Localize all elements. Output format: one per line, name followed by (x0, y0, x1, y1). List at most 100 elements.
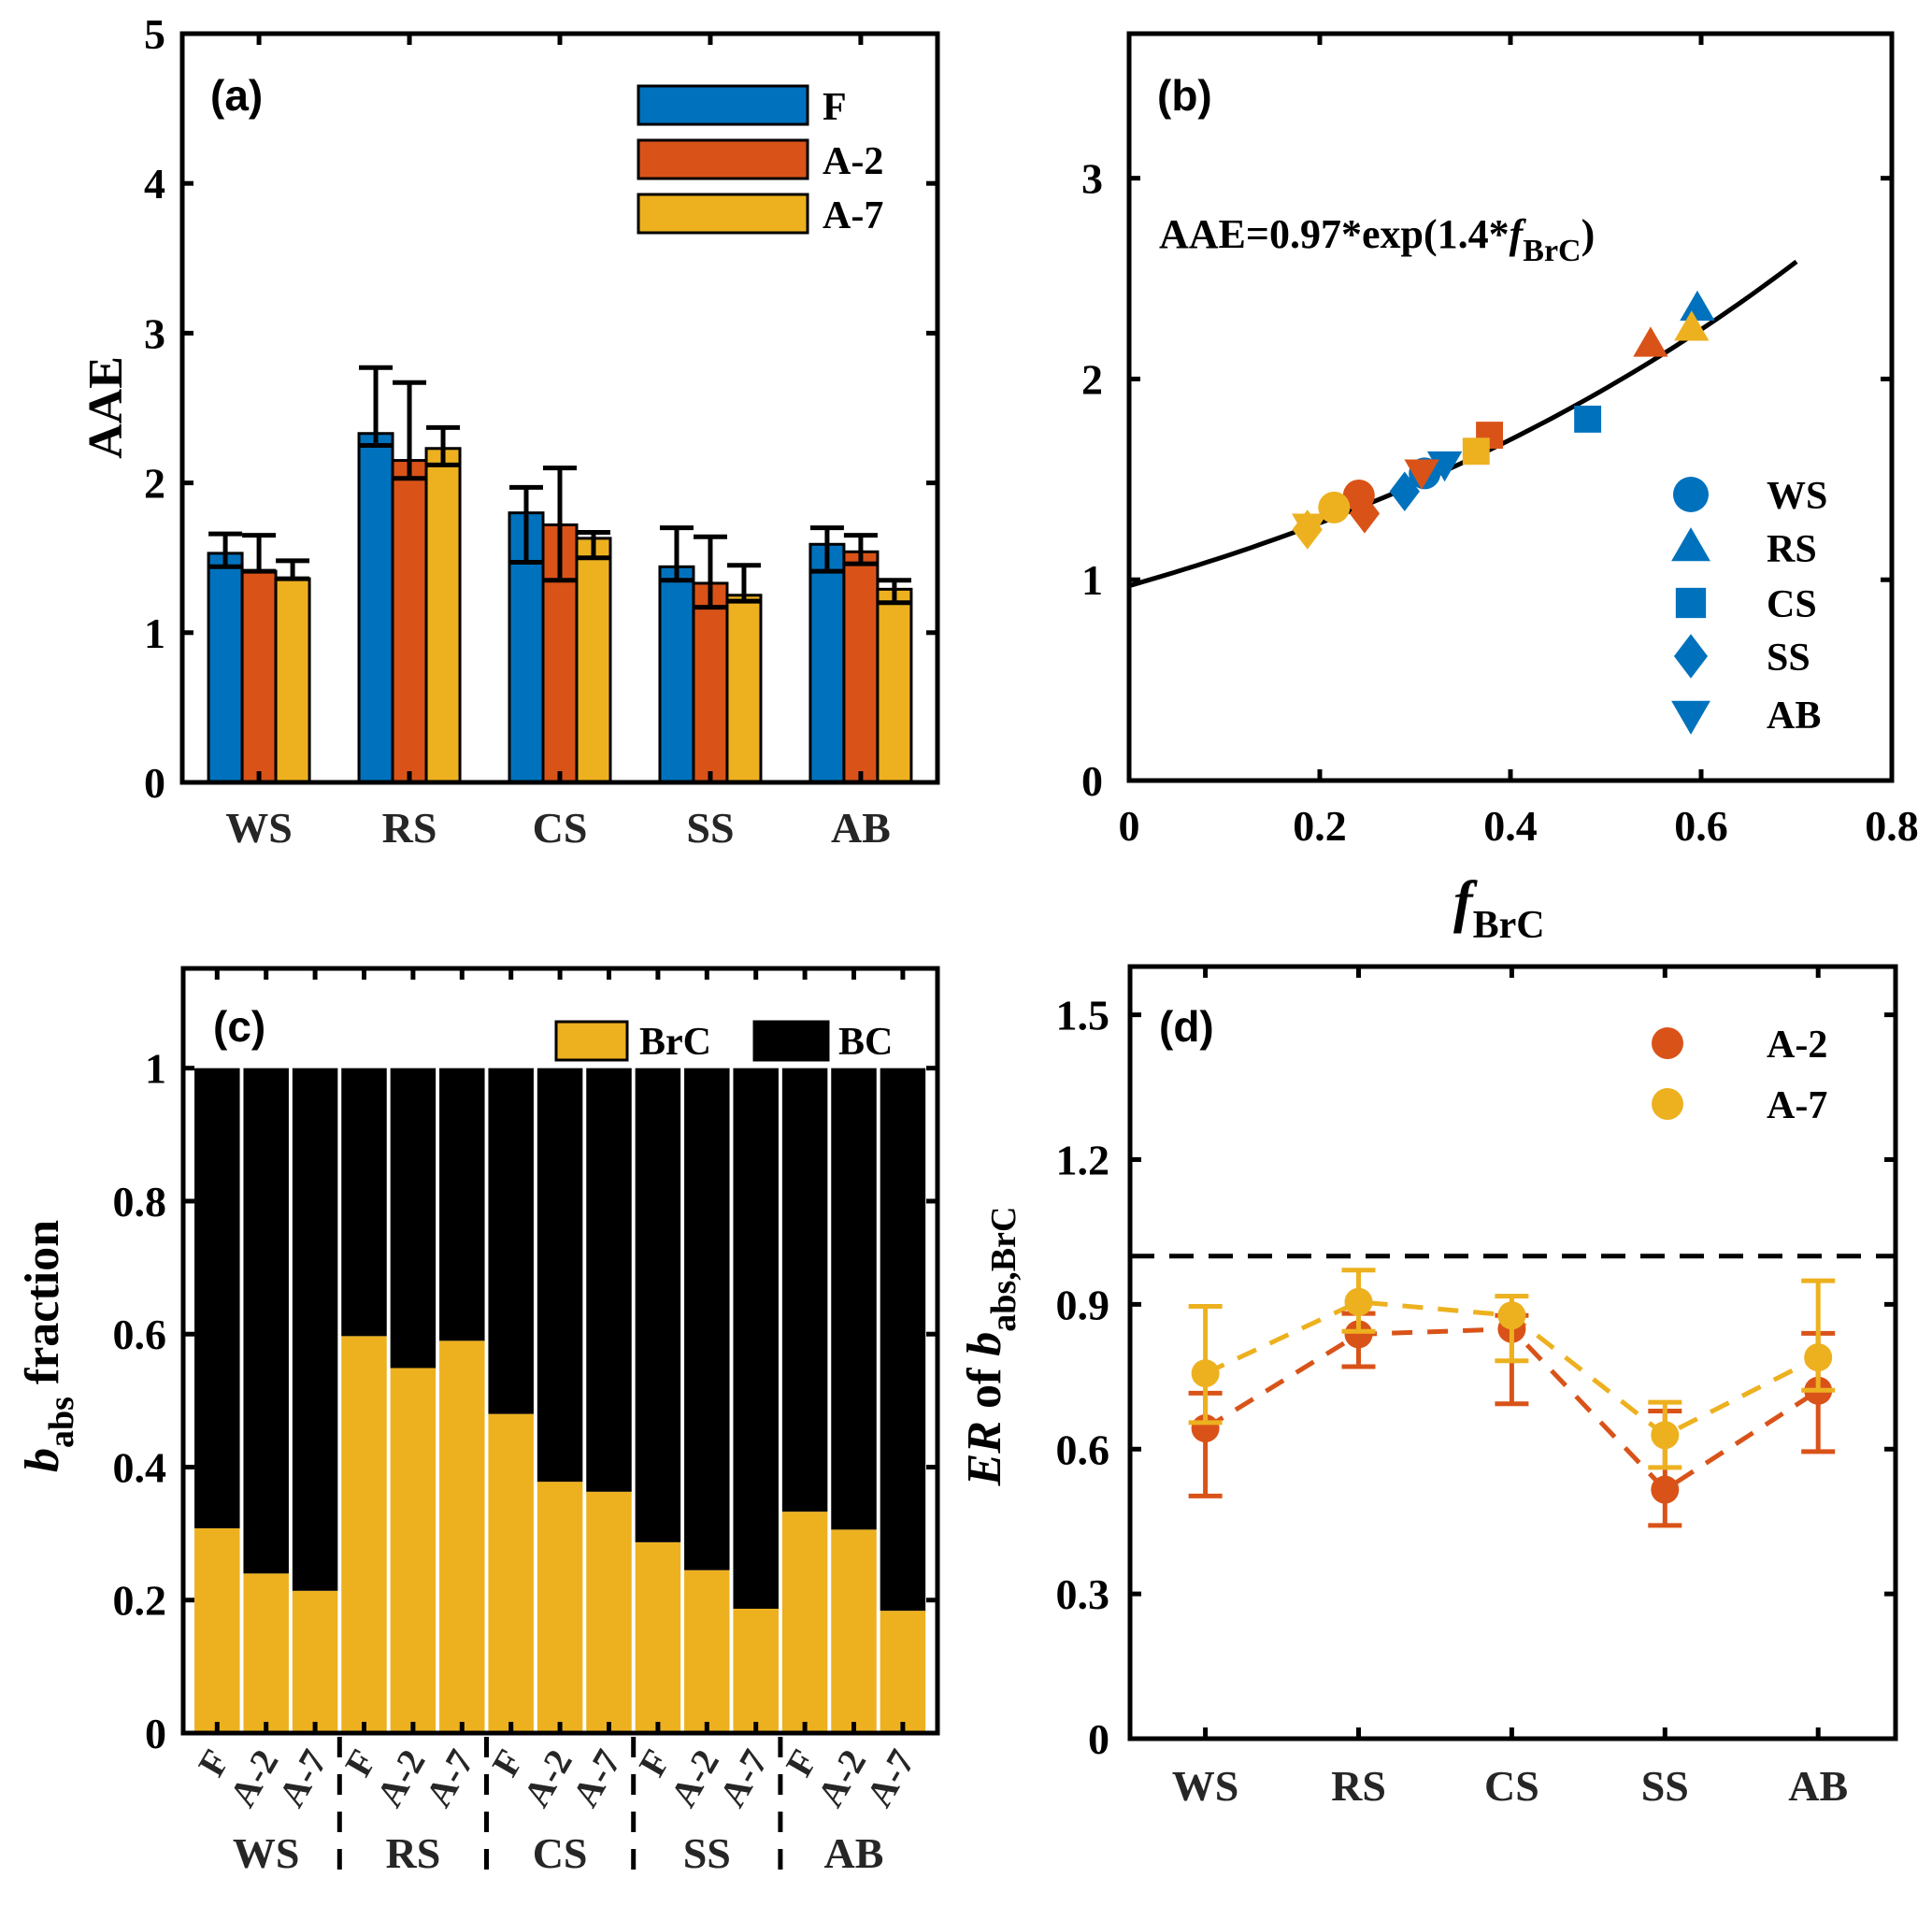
bar-brc-rs-a-2 (390, 1368, 436, 1733)
x-tick-label-treatment: A-7 (858, 1742, 923, 1813)
bar-brc-cs-f (488, 1413, 534, 1733)
point-ws-a-2 (1342, 480, 1375, 512)
point-a-7-ab (1804, 1343, 1833, 1372)
bar-brc-ab-f (781, 1512, 828, 1733)
group-label-ws: WS (233, 1829, 300, 1877)
y-tick-label: 4 (144, 160, 165, 208)
y-tick-label: 0.3 (1056, 1570, 1110, 1618)
point-ab-f (1426, 451, 1463, 482)
legend-swatch-bc (752, 1020, 830, 1062)
x-tick-label-ss: SS (686, 804, 734, 852)
legend-marker-a-7 (1652, 1088, 1683, 1120)
y-tick-label: 1.2 (1056, 1137, 1110, 1184)
fit-equation-suffix: ) (1581, 211, 1596, 257)
y-tick-label: 0 (1088, 1715, 1109, 1763)
group-label-ab: AB (824, 1829, 884, 1877)
bar-bc-cs-a-7 (586, 1068, 632, 1492)
y-tick-label: 1 (145, 1045, 166, 1093)
panel-b-fit-equation: AAE=0.97*exp(1.4*fBrC) (1159, 211, 1595, 268)
bar-a-7-ab (876, 587, 913, 784)
y-tick-label: 2 (144, 460, 165, 508)
legend-label-a-7: A-7 (1767, 1084, 1827, 1127)
legend-swatch-f (637, 84, 809, 126)
panel-d-legend: A-2A-7 (1652, 1024, 1827, 1127)
bar-bc-ab-f (781, 1068, 828, 1512)
bar-a-7-cs (575, 537, 612, 784)
legend-label-ab: AB (1767, 695, 1821, 738)
x-tick-label-treatment: A-2 (809, 1742, 874, 1813)
y-tick-label: 0 (144, 759, 165, 807)
panel-c-label: (c) (213, 1002, 265, 1051)
x-tick-label-rs: RS (1331, 1762, 1386, 1810)
panel-d-label: (d) (1159, 1002, 1214, 1051)
x-tick-label-ab: AB (831, 804, 891, 852)
y-label-of: of (958, 1356, 1011, 1421)
y-tick-label: 0.9 (1056, 1281, 1110, 1328)
y-tick-label: 2 (1081, 355, 1103, 403)
panel-d-y-axis-label: ER of babs,BrC (958, 1207, 1023, 1487)
panel-a-y-axis-label: AAE (79, 356, 133, 459)
x-tick-label-treatment: A-7 (564, 1742, 629, 1813)
bar-a-7-ws (274, 577, 311, 784)
point-rs-f (1680, 290, 1715, 322)
bar-bc-ab-a-2 (831, 1068, 877, 1530)
x-tick-label-treatment: A-7 (710, 1742, 776, 1813)
y-tick-label: 0.2 (113, 1577, 167, 1625)
x-tick-label-treatment: A-7 (270, 1742, 336, 1813)
y-label-sub: abs (42, 1397, 81, 1448)
point-ab-a-7 (1292, 513, 1327, 544)
x-tick-label: 0 (1119, 802, 1140, 850)
bar-bc-ss-a-7 (733, 1068, 779, 1609)
y-tick-label: 5 (144, 10, 165, 58)
panel-d-ticks: 0 0.3 0.6 0.9 1.2 1.5 WS RS CS SS AB (1056, 967, 1896, 1810)
legend-label-a-2: A-2 (1767, 1024, 1827, 1067)
point-a-2-ss (1651, 1475, 1680, 1504)
x-tick-label: 0.2 (1293, 802, 1347, 850)
legend-marker-a-2 (1652, 1027, 1683, 1059)
group-label-rs: RS (385, 1829, 440, 1877)
bar-bc-rs-a-7 (439, 1068, 485, 1341)
bar-bc-ws-f (194, 1068, 240, 1528)
point-ws-a-7 (1318, 491, 1351, 523)
point-a-7-ss (1651, 1421, 1680, 1450)
bar-f-ss (658, 565, 695, 784)
x-tick-label-treatment: A-2 (515, 1742, 580, 1813)
x-tick-label-ws: WS (1172, 1762, 1239, 1810)
bar-bc-ab-a-7 (880, 1068, 926, 1612)
bar-f-rs (357, 432, 394, 784)
legend-marker-rs (1671, 527, 1710, 562)
x-tick-label: 0.4 (1483, 802, 1538, 850)
x-label-sub: BrC (1473, 904, 1545, 947)
bar-bc-cs-a-2 (537, 1068, 583, 1483)
y-label-suffix: fraction (16, 1220, 69, 1397)
panel-c-stacked-bars (194, 1068, 926, 1733)
bar-brc-rs-f (341, 1336, 387, 1733)
legend-swatch-a-7 (637, 193, 809, 235)
point-rs-a-7 (1674, 310, 1710, 341)
group-label-ss: SS (683, 1829, 731, 1877)
x-tick-label-cs: CS (1484, 1762, 1539, 1810)
group-label-cs: CS (533, 1829, 588, 1877)
y-label-sub: abs,BrC (984, 1207, 1023, 1332)
bar-a-2-ws (240, 569, 278, 784)
fit-equation-sub: BrC (1523, 234, 1581, 268)
y-tick-label: 0.8 (113, 1178, 167, 1225)
point-a-7-rs (1344, 1287, 1373, 1316)
panel-b-ticks: 0 1 2 3 0 0.2 0.4 0.6 0.8 (1081, 34, 1919, 850)
x-tick-label-ss: SS (1641, 1762, 1689, 1810)
y-tick-label: 1.5 (1056, 992, 1110, 1039)
bar-brc-ws-f (194, 1527, 240, 1733)
bar-brc-ss-f (635, 1541, 681, 1733)
x-tick-label-ws: WS (225, 804, 293, 852)
fit-equation-f: f (1510, 211, 1527, 257)
panel-d-series (1188, 1268, 1836, 1528)
y-tick-label: 0.6 (113, 1311, 167, 1358)
bar-brc-ab-a-7 (880, 1611, 926, 1733)
bar-bc-ss-f (635, 1068, 681, 1542)
y-tick-label: 3 (144, 309, 165, 357)
y-tick-label: 0.6 (1056, 1426, 1110, 1473)
bar-a-2-ab (842, 550, 880, 784)
y-tick-label: 1 (144, 609, 165, 657)
